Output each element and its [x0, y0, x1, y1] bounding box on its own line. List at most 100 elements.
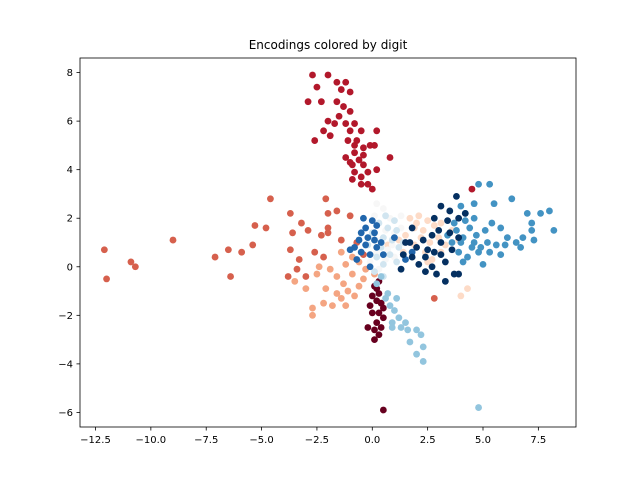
point-series	[291, 248, 378, 319]
scatter-point	[386, 154, 394, 161]
scatter-point	[313, 270, 321, 278]
scatter-point	[360, 161, 367, 169]
scatter-point	[320, 299, 327, 307]
scatter-point	[490, 200, 498, 208]
scatter-point	[333, 78, 341, 86]
scatter-point	[422, 268, 429, 276]
scatter-point	[377, 239, 385, 246]
scatter-point	[377, 273, 385, 280]
scatter-point	[344, 137, 352, 144]
scatter-point	[351, 292, 358, 300]
scatter-point	[402, 231, 409, 239]
scatter-point	[457, 202, 465, 210]
y-tick-label: 4	[67, 165, 73, 176]
scatter-point	[433, 270, 440, 278]
scatter-point	[324, 117, 332, 125]
scatter-point	[417, 331, 425, 339]
scatter-point	[284, 273, 292, 280]
point-series	[364, 277, 387, 414]
point-series	[304, 71, 476, 193]
scatter-point	[528, 219, 536, 227]
scatter-point	[426, 239, 434, 246]
scatter-point	[373, 166, 381, 174]
scatter-point	[373, 222, 381, 229]
scatter-point	[127, 258, 135, 266]
scatter-point	[249, 241, 257, 249]
scatter-point	[324, 71, 332, 79]
scatter-point	[393, 258, 401, 266]
scatter-point	[322, 285, 330, 293]
scatter-point	[346, 246, 354, 254]
point-series	[384, 212, 471, 300]
scatter-point	[289, 229, 296, 237]
scatter-point	[317, 98, 325, 106]
scatter-point	[333, 98, 341, 106]
scatter-point	[424, 246, 432, 254]
scatter-point	[351, 168, 358, 176]
plot-area	[100, 71, 558, 414]
scatter-point	[461, 217, 469, 225]
scatter-point	[430, 248, 438, 256]
scatter-point	[371, 268, 378, 276]
scatter-point	[461, 209, 469, 217]
scatter-point	[430, 214, 438, 222]
point-series	[346, 214, 416, 271]
scatter-point	[351, 141, 358, 149]
scatter-point	[346, 108, 354, 115]
scatter-point	[348, 161, 356, 169]
scatter-point	[379, 251, 387, 259]
scatter-point	[302, 285, 310, 293]
scatter-point	[373, 280, 381, 288]
scatter-point	[238, 248, 246, 256]
scatter-point	[519, 234, 527, 242]
point-series	[100, 195, 438, 302]
y-tick-label: 2	[67, 214, 73, 225]
scatter-point	[371, 236, 378, 244]
scatter-point	[355, 156, 363, 164]
x-tick-label: −7.5	[194, 435, 218, 446]
x-tick-label: −2.5	[305, 435, 329, 446]
scatter-point	[386, 302, 394, 310]
scatter-point	[364, 168, 372, 176]
scatter-point	[304, 98, 312, 106]
scatter-point	[453, 226, 460, 234]
scatter-point	[455, 214, 463, 222]
axes-frame	[79, 57, 577, 428]
scatter-point	[430, 222, 438, 229]
scatter-point	[251, 222, 259, 229]
scatter-point	[379, 205, 387, 212]
scatter-point	[512, 239, 520, 246]
scatter-point	[408, 248, 416, 256]
scatter-point	[342, 154, 350, 161]
scatter-point	[322, 195, 330, 203]
scatter-point	[441, 258, 449, 266]
scatter-point	[333, 273, 341, 280]
scatter-point	[366, 258, 374, 266]
scatter-point	[360, 144, 367, 152]
scatter-point	[435, 226, 443, 234]
scatter-point	[470, 214, 478, 222]
scatter-point	[481, 226, 489, 234]
scatter-point	[368, 185, 376, 193]
scatter-point	[342, 78, 350, 86]
scatter-point	[362, 224, 370, 232]
scatter-point	[399, 251, 407, 259]
scatter-point	[464, 285, 471, 293]
scatter-point	[333, 290, 341, 297]
scatter-point	[486, 248, 494, 256]
scatter-point	[384, 224, 392, 232]
scatter-point	[459, 258, 467, 266]
scatter-point	[492, 241, 500, 249]
scatter-point	[395, 314, 403, 322]
scatter-point	[291, 277, 299, 285]
scatter-point	[528, 226, 536, 234]
scatter-point	[344, 287, 352, 295]
x-tick-label: 0.0	[364, 435, 380, 446]
scatter-point	[360, 214, 367, 222]
scatter-point	[267, 195, 274, 203]
scatter-point	[100, 246, 108, 254]
scatter-point	[373, 200, 381, 208]
scatter-point	[286, 209, 294, 217]
scatter-point	[357, 248, 365, 256]
scatter-point	[373, 248, 381, 256]
